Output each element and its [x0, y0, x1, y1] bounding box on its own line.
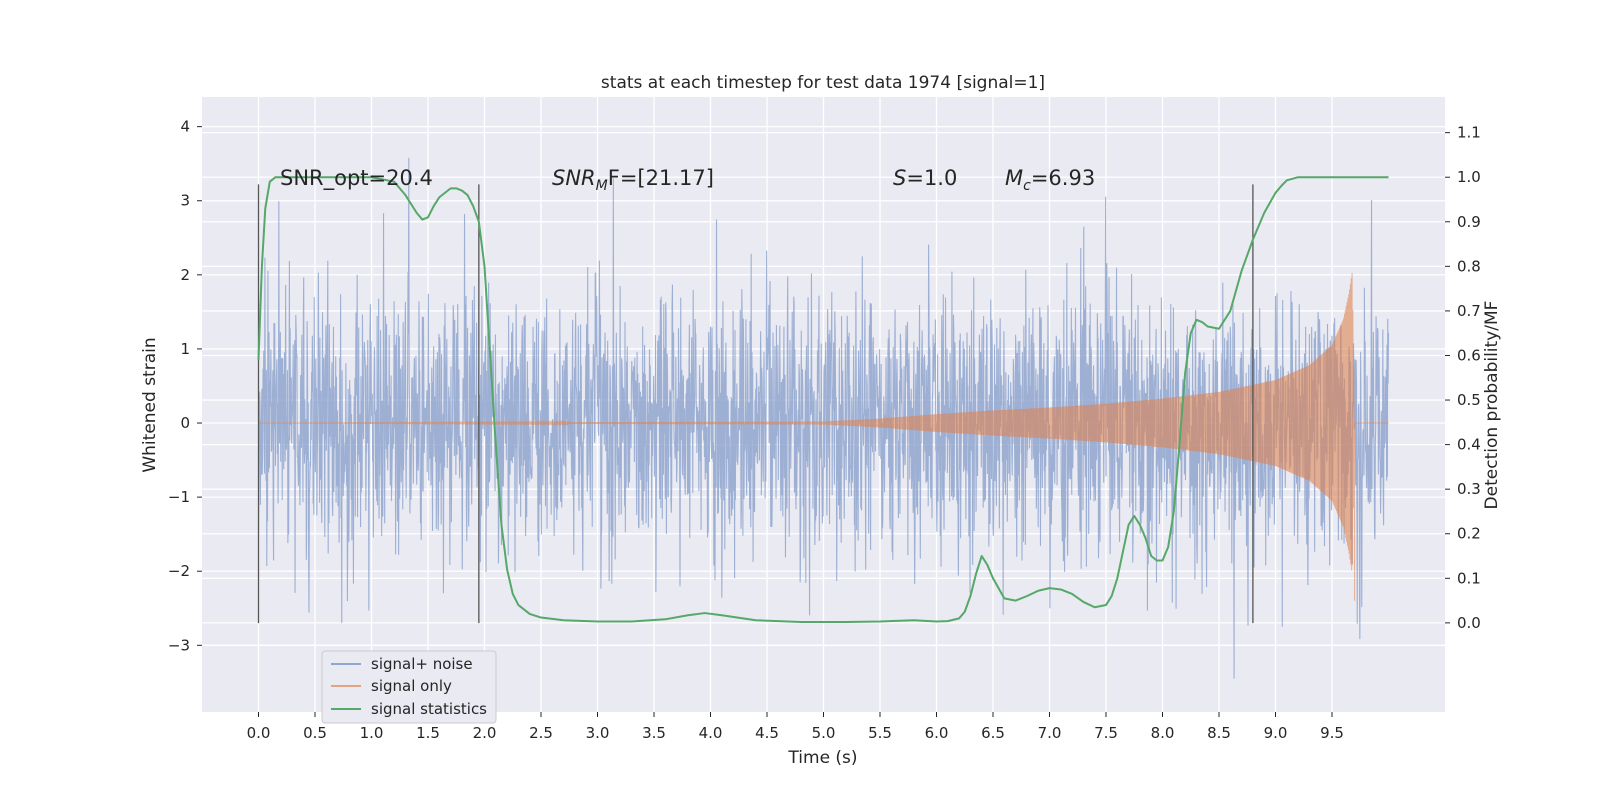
- x-tick-label-19: 9.5: [1320, 724, 1344, 742]
- x-tick-label-1: 0.5: [303, 724, 327, 742]
- legend-label-signal-noise: signal+ noise: [371, 655, 473, 673]
- y-tick-label-5: 2: [180, 266, 190, 284]
- legend-label-signal-statistics: signal statistics: [371, 700, 487, 718]
- x-axis-label: Time (s): [787, 748, 857, 768]
- y-tick-label-2: −1: [168, 488, 190, 506]
- y2-tick-label-2: 0.2: [1457, 525, 1481, 543]
- y-axis-label: Whitened strain: [140, 337, 160, 472]
- legend-box: [321, 650, 497, 724]
- legend: signal+ noise signal only signal statist…: [321, 650, 497, 724]
- s-val: =1.0: [906, 166, 957, 190]
- signal-noise-series: [257, 157, 1390, 679]
- x-tick-label-11: 5.5: [868, 724, 892, 742]
- y2-axis-label: Detection probability/MF: [1482, 301, 1502, 510]
- y2-tick-label-11: 1.1: [1457, 124, 1481, 142]
- x-tick-label-14: 7.0: [1038, 724, 1062, 742]
- y-tick-label-3: 0: [180, 414, 190, 432]
- y-tick-label-4: 1: [180, 340, 190, 358]
- y-tick-label-0: −3: [168, 636, 190, 654]
- annotation-snr-opt: SNR_opt=20.4: [280, 166, 433, 191]
- y2-tick-label-1: 0.1: [1457, 569, 1481, 587]
- signal-only-series: [258, 272, 1389, 601]
- x-tick-label-17: 8.5: [1207, 724, 1231, 742]
- x-tick-label-16: 8.0: [1151, 724, 1175, 742]
- annotation-mc: Mc=6.93: [1005, 166, 1095, 194]
- grid: [202, 97, 1445, 712]
- snr-mf-tail: F=[21.17]: [608, 166, 714, 190]
- annotation-s: S=1.0: [893, 166, 957, 190]
- signal-statistics-series: [257, 176, 1389, 623]
- x-tick-label-7: 3.5: [642, 724, 666, 742]
- snr-mf-main: SNR: [552, 166, 596, 190]
- y2-tick-label-7: 0.7: [1457, 302, 1481, 320]
- x-tick-label-18: 9.0: [1264, 724, 1288, 742]
- chart-title: stats at each timestep for test data 197…: [601, 73, 1045, 93]
- x-tick-label-2: 1.0: [360, 724, 384, 742]
- mc-val: =6.93: [1031, 166, 1095, 190]
- mc-var: M: [1005, 166, 1023, 190]
- y2-tick-label-3: 0.3: [1457, 480, 1481, 498]
- x-tick-label-4: 2.0: [473, 724, 497, 742]
- y-tick-label-6: 3: [180, 192, 190, 210]
- x-tick-label-13: 6.5: [981, 724, 1005, 742]
- y-axis-ticks: −3 −2 −1 0 1 2 3 4: [168, 118, 202, 654]
- vertical-markers: [257, 184, 1254, 624]
- y2-tick-label-5: 0.5: [1457, 391, 1481, 409]
- y2-tick-label-4: 0.4: [1457, 436, 1481, 454]
- x-tick-label-10: 5.0: [812, 724, 836, 742]
- x-tick-label-12: 6.0: [925, 724, 949, 742]
- y2-tick-label-9: 0.9: [1457, 213, 1481, 231]
- signal-noise-line: [257, 157, 1390, 679]
- y2-tick-label-10: 1.0: [1457, 168, 1481, 186]
- mc-sub: c: [1023, 178, 1031, 194]
- x-tick-label-15: 7.5: [1094, 724, 1118, 742]
- snr-mf-sub: M: [596, 178, 608, 194]
- y-tick-label-1: −2: [168, 562, 190, 580]
- s-var: S: [893, 166, 906, 190]
- signal-statistics-line: [257, 176, 1389, 623]
- x-tick-label-9: 4.5: [755, 724, 779, 742]
- x-tick-label-3: 1.5: [416, 724, 440, 742]
- annotation-snr-mf: SNRMF=[21.17]: [552, 166, 714, 194]
- y2-tick-label-8: 0.8: [1457, 257, 1481, 275]
- y2-tick-label-6: 0.6: [1457, 346, 1481, 364]
- x-axis-ticks: 0.0 0.5 1.0 1.5 2.0 2.5 3.0 3.5 4.0 4.5 5.0 5.5 6.0 6…: [247, 712, 1344, 742]
- x-tick-label-5: 2.5: [529, 724, 553, 742]
- x-tick-label-0: 0.0: [247, 724, 271, 742]
- y2-tick-label-0: 0.0: [1457, 614, 1481, 632]
- x-tick-label-8: 4.0: [699, 724, 723, 742]
- signal-only-line: [258, 272, 1389, 601]
- y2-axis-ticks: 0.0 0.1 0.2 0.3 0.4 0.5 0.6 0.7 0.8 0.9 1.0 1.1: [1445, 124, 1481, 632]
- x-tick-label-6: 3.0: [586, 724, 610, 742]
- y-tick-label-7: 4: [180, 118, 190, 136]
- legend-label-signal-only: signal only: [371, 677, 452, 695]
